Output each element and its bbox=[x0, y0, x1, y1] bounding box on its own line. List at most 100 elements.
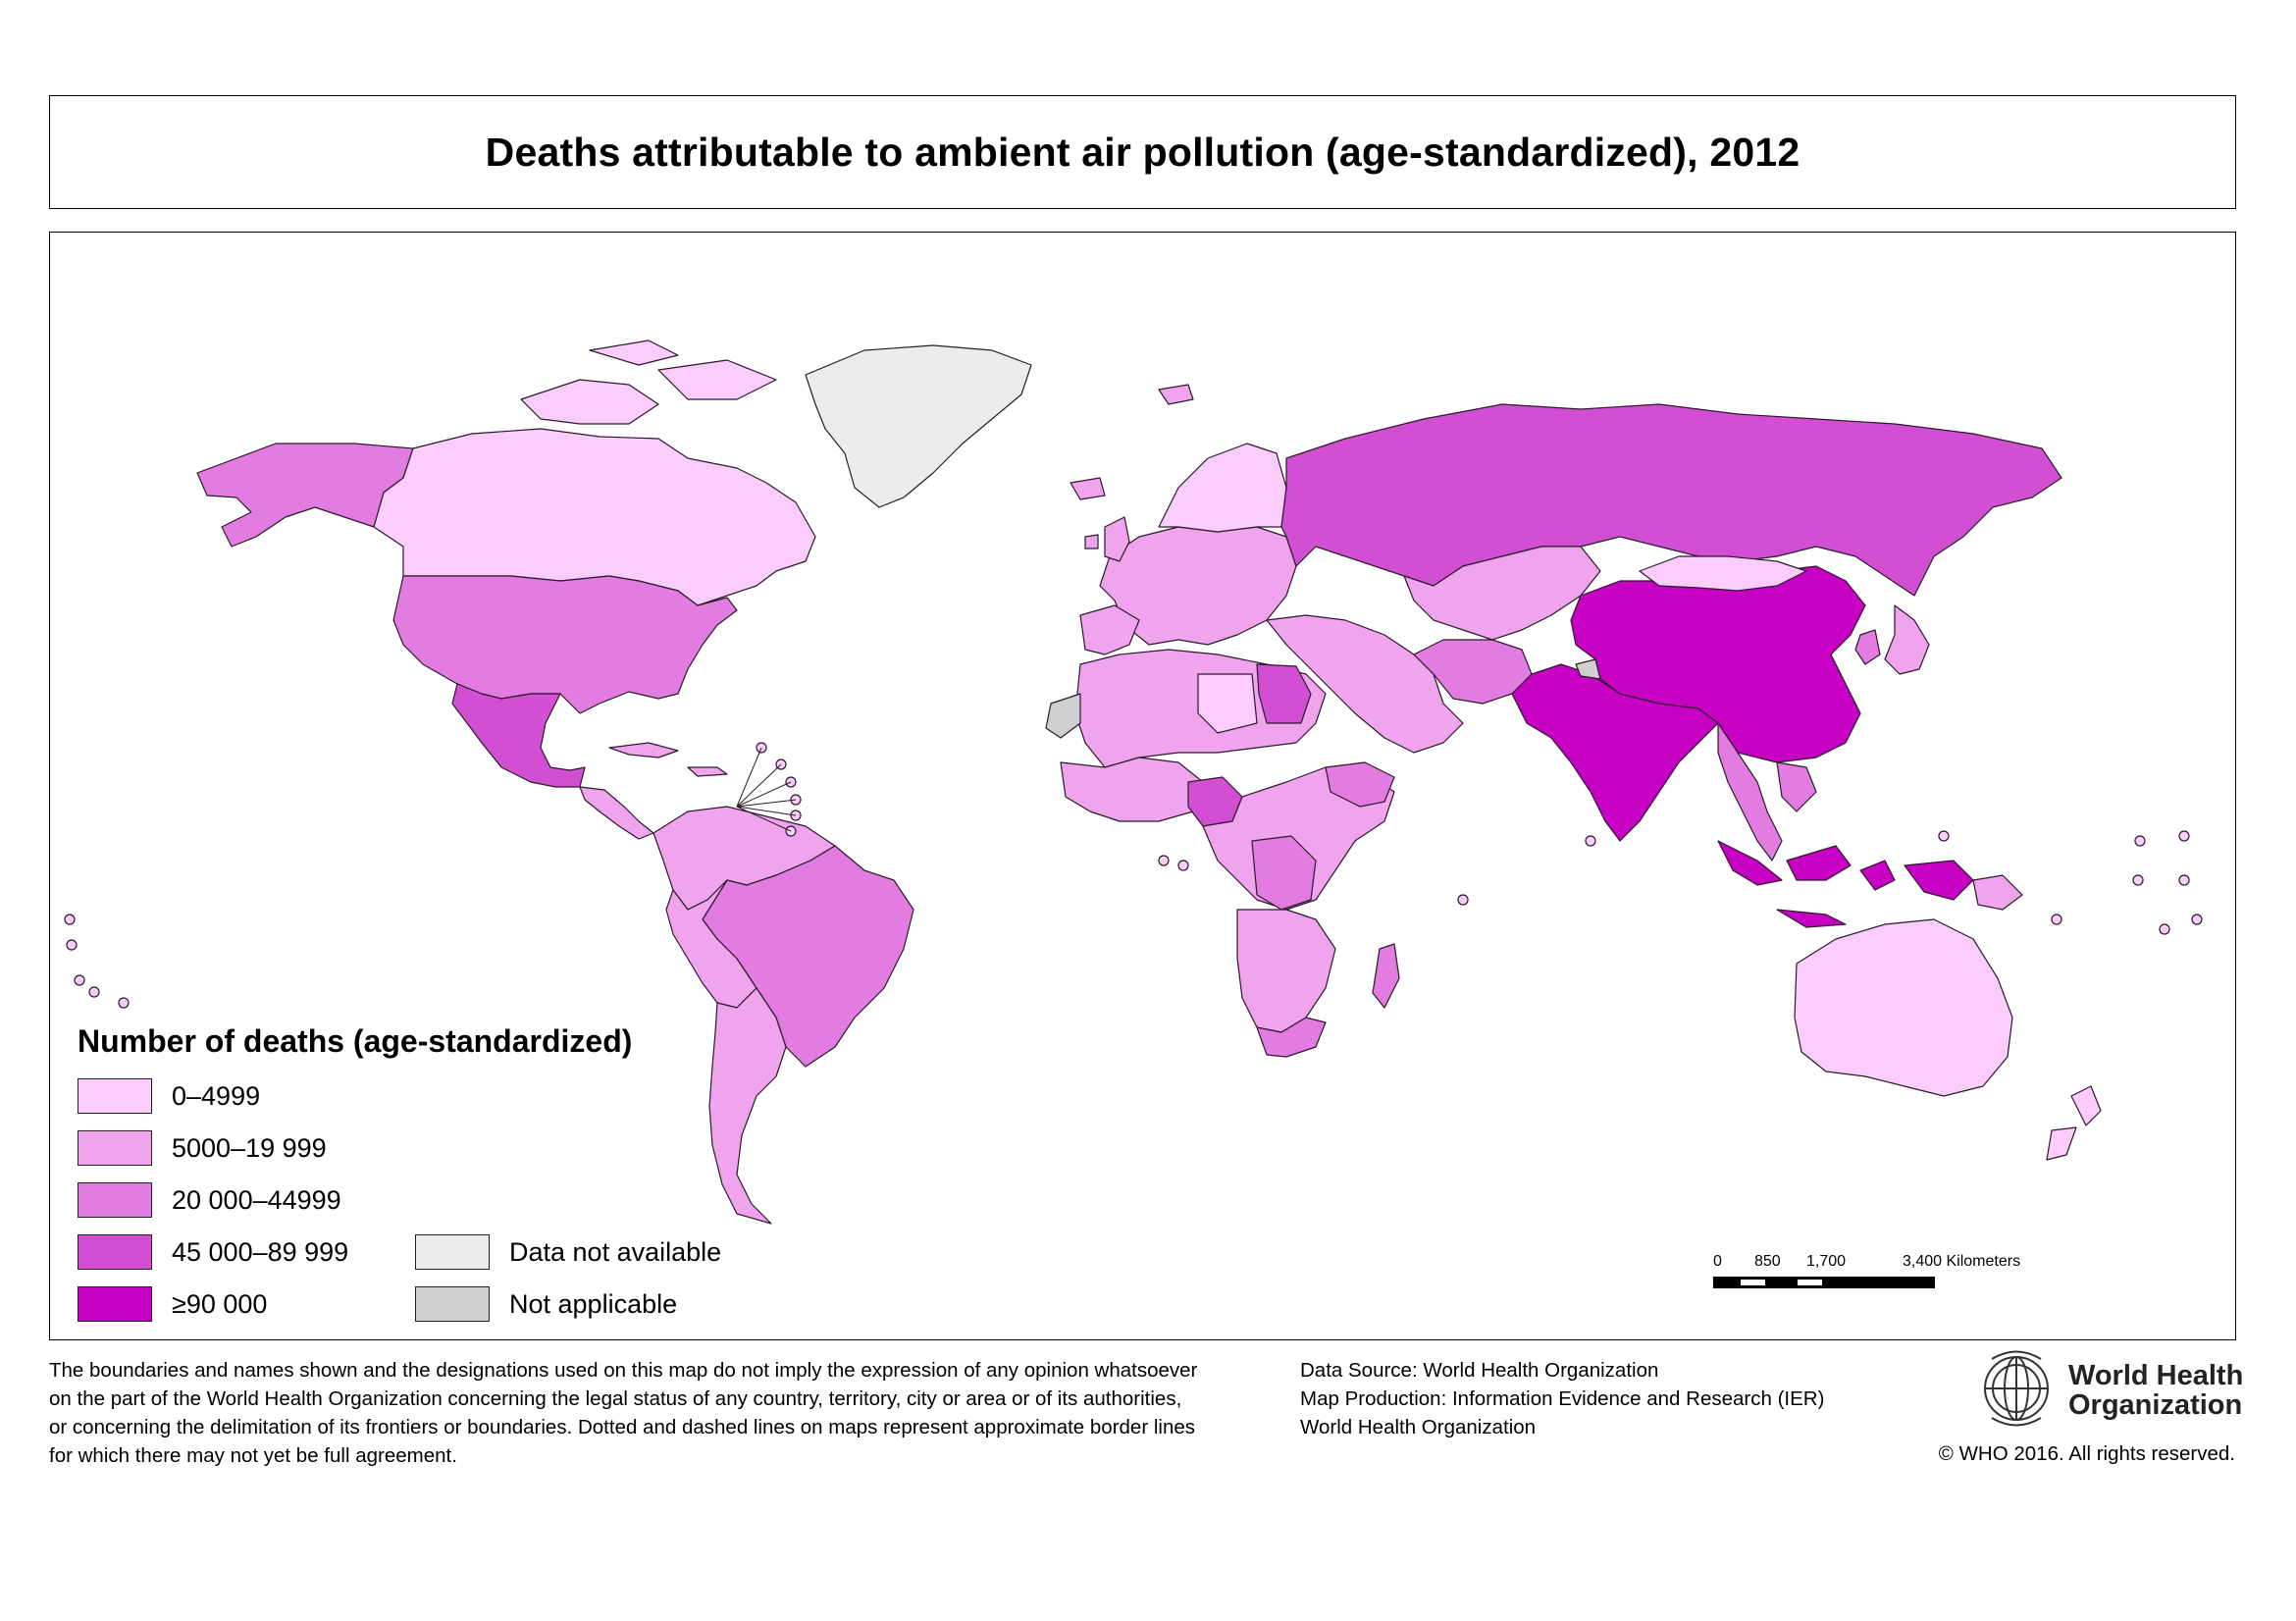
legend: Number of deaths (age-standardized) bbox=[78, 1023, 632, 1077]
region-png bbox=[1972, 874, 2023, 911]
scale-label: 850 bbox=[1754, 1253, 1781, 1270]
legend-item: Not applicable bbox=[415, 1286, 677, 1322]
island-marker bbox=[1585, 835, 1596, 847]
island-marker bbox=[2191, 914, 2203, 925]
callout-line bbox=[736, 763, 782, 808]
region-west-africa bbox=[1060, 757, 1204, 822]
region-egypt bbox=[1256, 663, 1312, 724]
region-southern-africa bbox=[1236, 909, 1336, 1033]
disclaimer-line: on the part of the World Health Organiza… bbox=[49, 1387, 1182, 1410]
legend-item: 0–4999 bbox=[78, 1078, 260, 1114]
source-line: Map Production: Information Evidence and… bbox=[1300, 1387, 1825, 1410]
island-marker bbox=[2159, 923, 2170, 935]
region-usa bbox=[392, 575, 738, 714]
region-greenland bbox=[805, 344, 1032, 508]
source-line: Data Source: World Health Organization bbox=[1300, 1359, 1659, 1382]
legend-item: Data not available bbox=[415, 1234, 721, 1270]
island-marker bbox=[2132, 874, 2144, 886]
region-new-zealand bbox=[2046, 1085, 2102, 1161]
callout-line bbox=[736, 781, 792, 808]
region-middle-east bbox=[1266, 614, 1464, 754]
legend-label: 0–4999 bbox=[172, 1080, 261, 1111]
legend-title: Number of deaths (age-standardized) bbox=[78, 1023, 633, 1059]
map-title: Deaths attributable to ambient air pollu… bbox=[485, 129, 1800, 175]
island-marker bbox=[2051, 914, 2062, 925]
island-marker bbox=[64, 914, 76, 925]
callout-line bbox=[736, 799, 797, 808]
region-ethiopia bbox=[1325, 761, 1395, 808]
who-name-line2: Organization bbox=[2068, 1389, 2243, 1421]
legend-item: 45 000–89 999 bbox=[78, 1234, 348, 1270]
island-marker bbox=[1177, 860, 1189, 871]
legend-label: 5000–19 999 bbox=[172, 1132, 327, 1163]
title-box: Deaths attributable to ambient air pollu… bbox=[49, 95, 2236, 209]
island-marker bbox=[2134, 835, 2146, 847]
region-svalbard bbox=[1158, 384, 1194, 405]
island-marker bbox=[1457, 894, 1469, 906]
disclaimer-line: for which there may not yet be full agre… bbox=[49, 1444, 457, 1467]
region-madagascar bbox=[1372, 943, 1400, 1009]
island-marker bbox=[2178, 874, 2190, 886]
legend-label: Data not available bbox=[509, 1236, 722, 1267]
island-marker bbox=[74, 974, 85, 986]
scale-bar-graphic bbox=[1713, 1277, 1935, 1288]
map-frame: Number of deaths (age-standardized) 0–49… bbox=[49, 232, 2236, 1340]
legend-item: ≥90 000 bbox=[78, 1286, 267, 1322]
disclaimer-line: The boundaries and names shown and the d… bbox=[49, 1359, 1198, 1382]
callout-line bbox=[736, 806, 792, 832]
region-alaska bbox=[196, 443, 414, 548]
region-drc bbox=[1251, 835, 1317, 911]
legend-label: 45 000–89 999 bbox=[172, 1236, 349, 1267]
island-marker bbox=[118, 997, 130, 1009]
region-japan bbox=[1884, 604, 1930, 675]
disclaimer: The boundaries and names shown and the d… bbox=[49, 1356, 1226, 1470]
region-uk bbox=[1084, 516, 1130, 562]
scale-bar: 0 850 1,700 3,400 Kilometers bbox=[1713, 1253, 2020, 1312]
region-scandinavia bbox=[1158, 443, 1287, 533]
legend-item: 5000–19 999 bbox=[78, 1130, 327, 1166]
scale-label: 3,400 Kilometers bbox=[1903, 1253, 2021, 1270]
scale-label: 0 bbox=[1713, 1253, 1722, 1270]
island-marker bbox=[2178, 830, 2190, 842]
world-map bbox=[64, 340, 2203, 1225]
region-australia bbox=[1794, 918, 2013, 1097]
island-marker bbox=[88, 986, 100, 998]
callout-line bbox=[736, 747, 762, 808]
copyright: © WHO 2016. All rights reserved. bbox=[1938, 1442, 2235, 1465]
region-arctic-islands bbox=[520, 340, 777, 425]
who-name: World Health Organization bbox=[2068, 1361, 2243, 1420]
island-marker bbox=[1938, 830, 1950, 842]
legend-swatch bbox=[78, 1234, 152, 1270]
legend-swatch bbox=[78, 1286, 152, 1322]
region-se-asia bbox=[1717, 722, 1817, 862]
legend-swatch bbox=[78, 1078, 152, 1114]
region-iberia bbox=[1079, 604, 1140, 655]
legend-swatch bbox=[78, 1182, 152, 1218]
region-central-america bbox=[579, 786, 654, 840]
island-marker bbox=[66, 939, 78, 951]
region-libya bbox=[1197, 673, 1258, 734]
region-argentina-chile bbox=[708, 987, 787, 1225]
legend-label: 20 000–44999 bbox=[172, 1184, 341, 1215]
callout-line bbox=[736, 806, 797, 816]
region-iceland bbox=[1070, 477, 1106, 500]
legend-swatch bbox=[415, 1234, 490, 1270]
region-canada bbox=[373, 428, 816, 606]
legend-item: 20 000–44999 bbox=[78, 1182, 341, 1218]
who-name-line1: World Health bbox=[2068, 1360, 2244, 1391]
data-source: Data Source: World Health Organization M… bbox=[1300, 1356, 1824, 1441]
legend-label: ≥90 000 bbox=[172, 1288, 268, 1319]
region-central-africa bbox=[1202, 766, 1395, 911]
source-line: World Health Organization bbox=[1300, 1416, 1537, 1438]
legend-label: Not applicable bbox=[509, 1288, 678, 1319]
disclaimer-line: or concerning the delimitation of its fr… bbox=[49, 1416, 1196, 1438]
legend-swatch bbox=[78, 1130, 152, 1166]
island-marker bbox=[1158, 855, 1170, 866]
region-korea bbox=[1854, 629, 1881, 665]
region-mexico bbox=[451, 683, 586, 788]
region-indonesia bbox=[1717, 840, 1974, 928]
region-mongolia bbox=[1639, 555, 1807, 592]
scale-label: 1,700 bbox=[1806, 1253, 1847, 1270]
region-western-sahara bbox=[1045, 693, 1081, 739]
region-caribbean bbox=[608, 742, 728, 777]
